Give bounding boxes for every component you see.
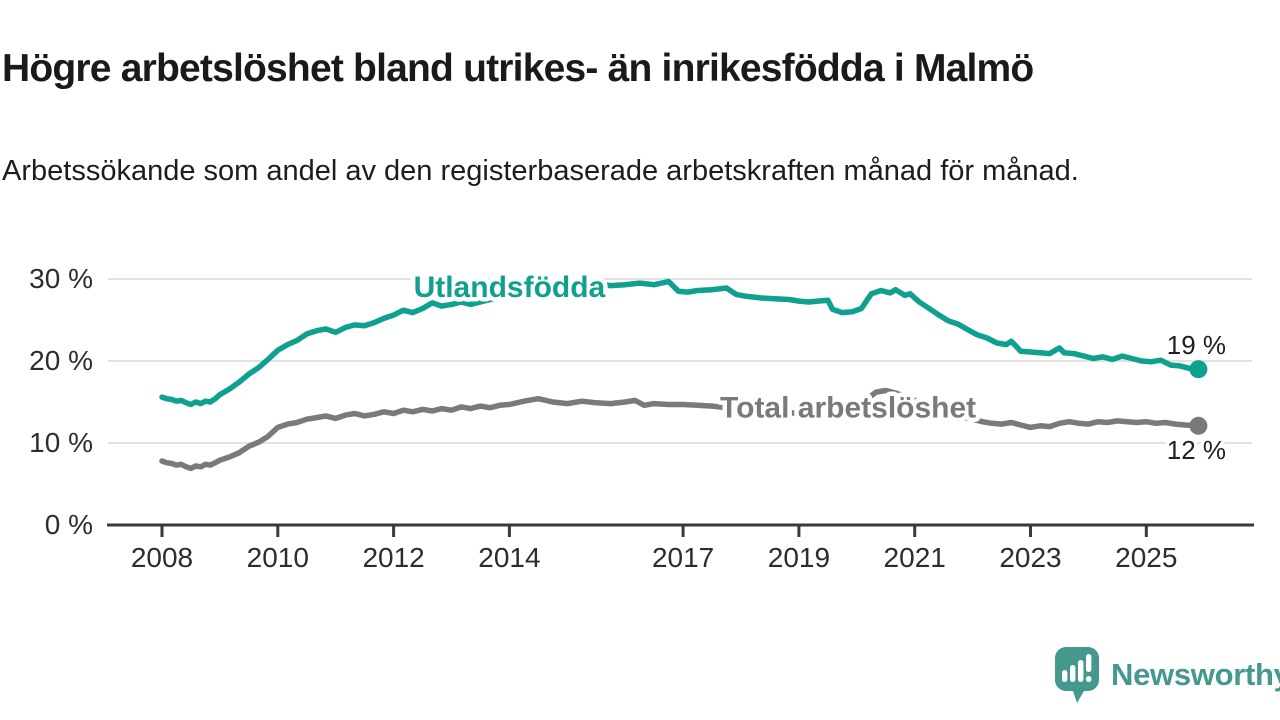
series-end-dot: [1189, 416, 1208, 435]
series-line-total: [159, 387, 1202, 472]
x-tick-label: 2025: [1115, 542, 1177, 573]
x-tick-label: 2012: [362, 542, 424, 573]
y-tick-label: 30 %: [29, 263, 93, 294]
newsworthy-wordmark: Newsworthy: [1111, 657, 1280, 692]
series-end-dot: [1189, 360, 1208, 379]
end-value-label: 12 %: [1167, 435, 1226, 465]
x-tick-label: 2014: [478, 542, 540, 573]
series-line-utlandsfodda: [159, 278, 1202, 408]
x-tick-label: 2021: [884, 542, 946, 573]
page-title: Högre arbetslöshet bland utrikes- än inr…: [2, 47, 1034, 91]
series-label: Utlandsfödda: [414, 271, 606, 304]
x-tick-label: 2010: [247, 542, 309, 573]
end-value-label: 19 %: [1167, 330, 1226, 360]
series-label: Total arbetslöshet: [720, 391, 976, 424]
x-tick-label: 2023: [999, 542, 1061, 573]
x-tick-label: 2017: [652, 542, 714, 573]
exclamation-dot: [1086, 676, 1092, 682]
y-tick-label: 0 %: [45, 509, 93, 540]
bar-3: [1078, 660, 1084, 682]
x-tick-label: 2008: [131, 542, 193, 573]
bar-2: [1070, 665, 1076, 682]
bar-1: [1062, 670, 1068, 682]
chart-subtitle: Arbetssökande som andel av den registerb…: [2, 155, 1079, 187]
y-tick-label: 20 %: [29, 345, 93, 376]
exclamation-bar: [1086, 654, 1092, 672]
newsworthy-logo-icon: [1055, 647, 1099, 703]
speech-bubble-shape: [1055, 647, 1099, 703]
x-tick-label: 2019: [768, 542, 830, 573]
y-tick-label: 10 %: [29, 427, 93, 458]
newsworthy-logo: Newsworthy: [1054, 646, 1280, 704]
